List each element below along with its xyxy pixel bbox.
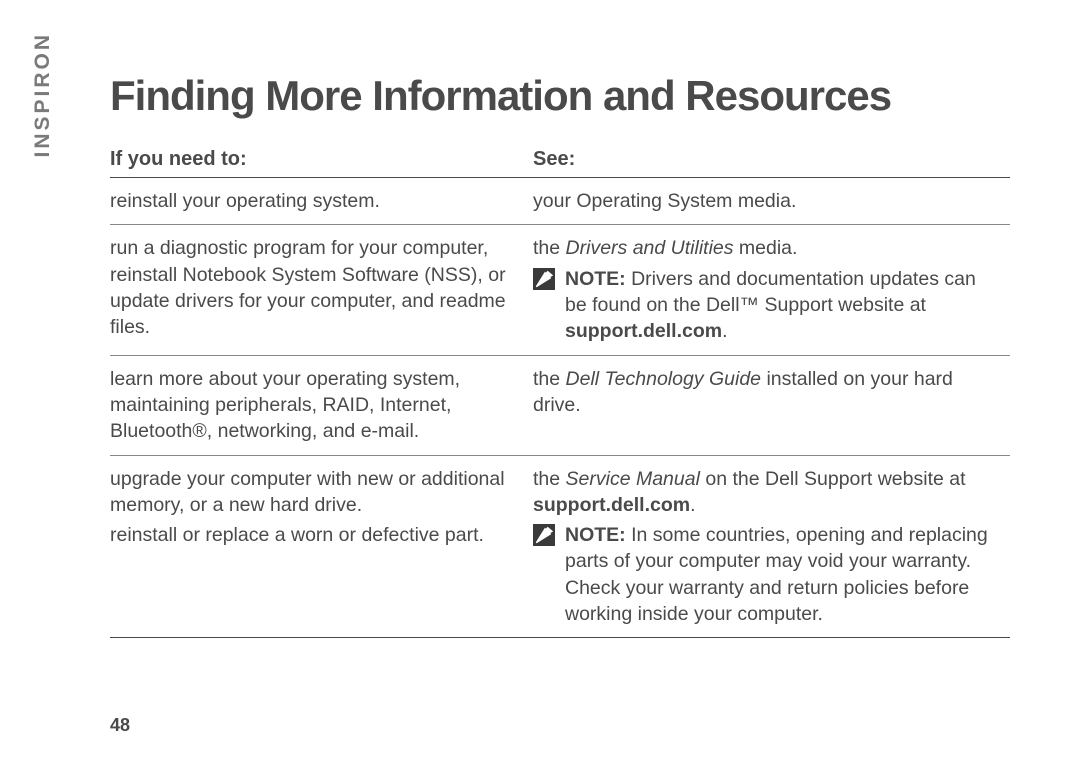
header-right: See: — [533, 149, 1010, 178]
header-left: If you need to: — [110, 149, 533, 178]
note-body: Drivers and documentation updates can be… — [565, 268, 976, 316]
row2-right-prefix: the — [533, 237, 566, 259]
row4-right-prefix: the — [533, 468, 566, 490]
row4-right-suffix-pre: on the Dell Support website at — [700, 468, 966, 490]
page-title: Finding More Information and Resources — [110, 75, 1010, 117]
row4-right-bold: support.dell.com — [533, 494, 690, 516]
note-label: NOTE: — [565, 268, 626, 290]
row2-left: run a diagnostic program for your comput… — [110, 225, 533, 355]
row1-right: your Operating System media. — [533, 178, 1010, 225]
note-label: NOTE: — [565, 524, 626, 546]
row2-right-suffix: media. — [734, 237, 798, 259]
table-row: run a diagnostic program for your comput… — [110, 225, 1010, 355]
row4-right: the Service Manual on the Dell Support w… — [533, 455, 1010, 638]
page-number: 48 — [110, 716, 130, 734]
row4-left-line1: upgrade your computer with new or additi… — [110, 466, 523, 519]
row4-left-line2: reinstall or replace a worn or defective… — [110, 522, 523, 548]
table-row: upgrade your computer with new or additi… — [110, 455, 1010, 638]
row1-left: reinstall your operating system. — [110, 178, 533, 225]
row4-right-italic: Service Manual — [566, 468, 700, 490]
row3-left: learn more about your operating system, … — [110, 355, 533, 455]
row2-right: the Drivers and Utilities media. NOTE: D… — [533, 225, 1010, 355]
table-row: reinstall your operating system. your Op… — [110, 178, 1010, 225]
note-block: NOTE: Drivers and documentation updates … — [533, 266, 1000, 345]
row3-right-prefix: the — [533, 368, 566, 390]
note-icon — [533, 524, 555, 546]
row2-right-italic: Drivers and Utilities — [566, 237, 734, 259]
row4-left: upgrade your computer with new or additi… — [110, 455, 533, 638]
note-bold-end: support.dell.com — [565, 320, 722, 342]
note-text: NOTE: In some countries, opening and rep… — [565, 522, 1000, 627]
product-vertical-label: INSPIRON — [32, 32, 53, 158]
resource-table: If you need to: See: reinstall your oper… — [110, 149, 1010, 638]
note-text: NOTE: Drivers and documentation updates … — [565, 266, 1000, 345]
table-row: learn more about your operating system, … — [110, 355, 1010, 455]
row4-right-suffix-post: . — [690, 494, 695, 516]
note-icon — [533, 268, 555, 290]
note-block: NOTE: In some countries, opening and rep… — [533, 522, 1000, 627]
row3-right: the Dell Technology Guide installed on y… — [533, 355, 1010, 455]
row3-right-italic: Dell Technology Guide — [566, 368, 762, 390]
note-body: In some countries, opening and replacing… — [565, 524, 988, 625]
note-period: . — [722, 320, 727, 342]
